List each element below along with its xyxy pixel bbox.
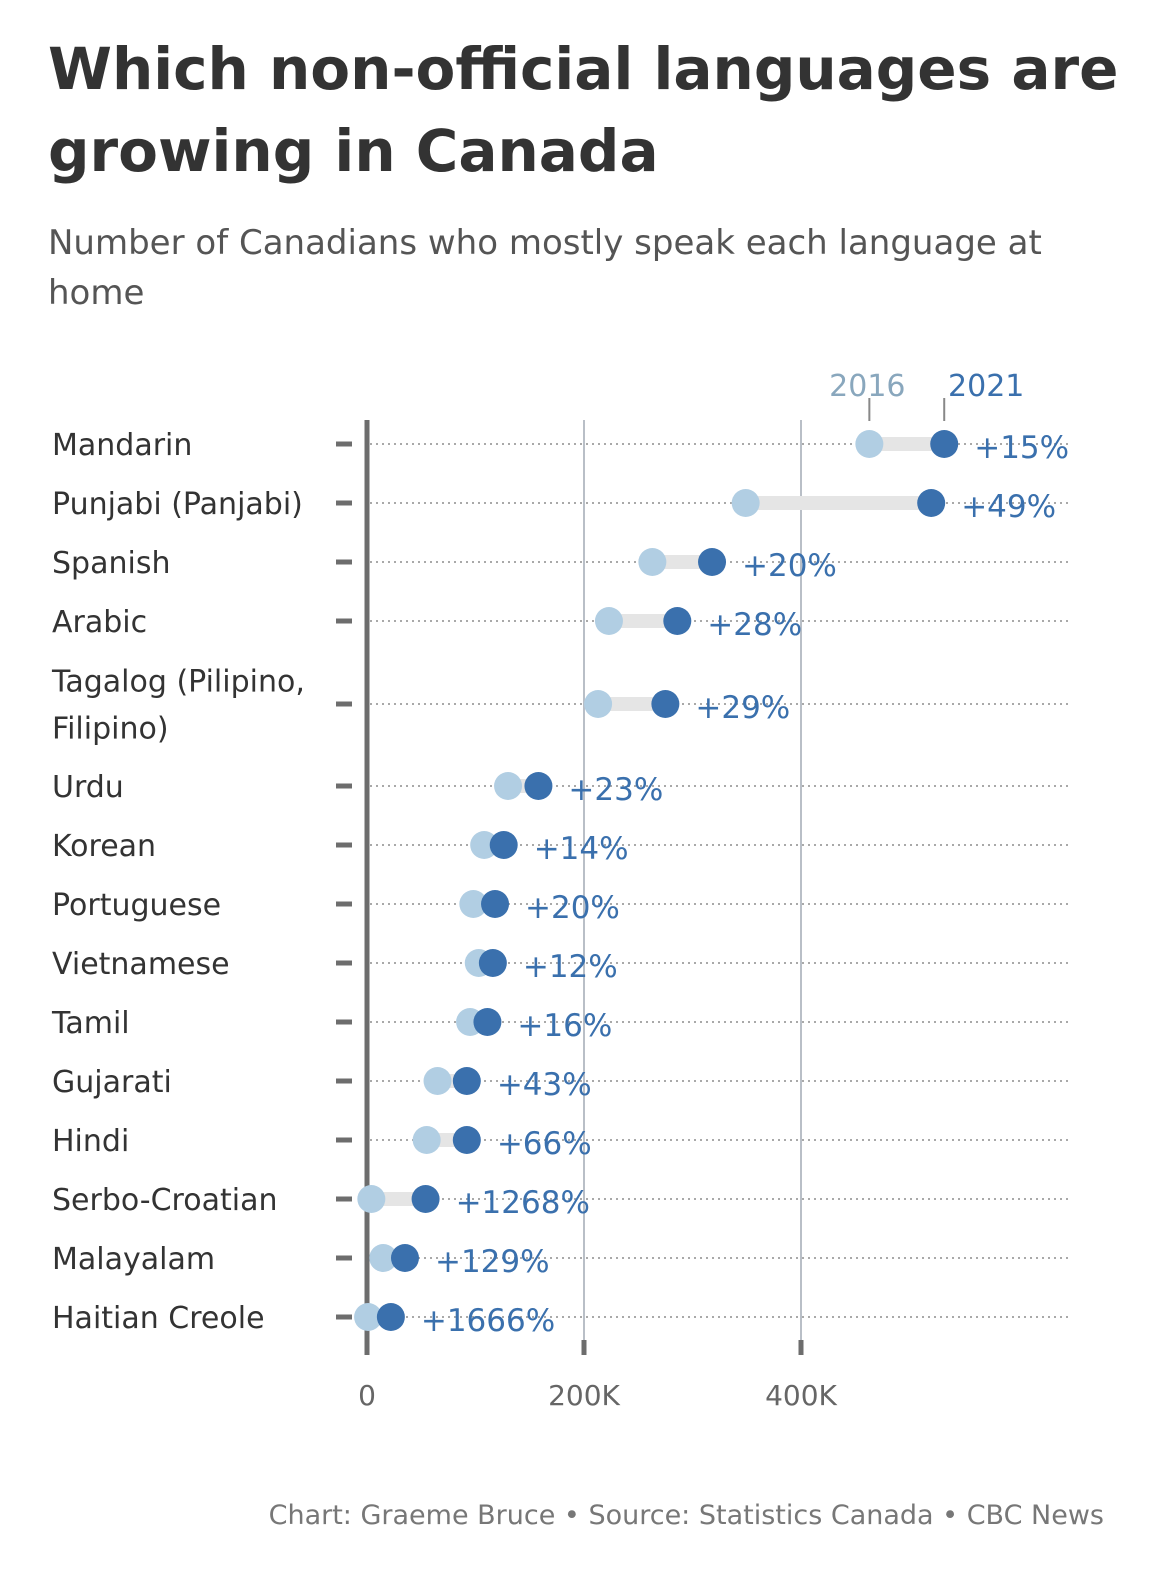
labels: 0 200K 400K Mandarin +15% Punjabi (Panjabi) +4… xyxy=(51,369,1069,1412)
legend-2016: 2016 xyxy=(829,369,905,404)
change-label-vietnamese: +12% xyxy=(523,949,618,985)
dot-2016-urdu xyxy=(494,772,523,800)
change-label-serbo-croatian: +1268% xyxy=(456,1185,590,1221)
dumbbell-marks xyxy=(354,430,959,1331)
dot-2021-mandarin xyxy=(930,430,959,458)
dot-2016-haitian-creole xyxy=(354,1303,383,1331)
category-label: Serbo-Croatian xyxy=(52,1183,277,1218)
change-label-portuguese: +20% xyxy=(525,890,620,926)
dot-2016-gujarati xyxy=(423,1067,452,1095)
row-guides xyxy=(336,441,1068,1320)
dot-2021-hindi xyxy=(452,1126,481,1154)
change-label-spanish: +20% xyxy=(742,548,837,584)
dot-2021-tagalog-pilipino-filipino xyxy=(651,690,680,718)
category-label: Vietnamese xyxy=(52,947,230,982)
category-label: Gujarati xyxy=(52,1065,172,1100)
category-label: Mandarin xyxy=(52,428,192,463)
category-label: Portuguese xyxy=(52,888,221,923)
x-tick-label: 0 xyxy=(358,1379,376,1412)
dot-2016-spanish xyxy=(638,548,667,576)
category-label: Tamil xyxy=(51,1006,130,1041)
category-label: Haitian Creole xyxy=(52,1301,265,1336)
dot-2016-malayalam xyxy=(369,1244,398,1272)
dot-2021-arabic xyxy=(663,607,692,635)
dot-2021-urdu xyxy=(524,772,553,800)
change-label-haitian-creole: +1666% xyxy=(421,1303,555,1339)
dot-2016-portuguese xyxy=(459,890,488,918)
dot-2016-punjabi-panjabi xyxy=(731,489,760,517)
dot-2016-korean xyxy=(470,831,499,859)
change-label-arabic: +28% xyxy=(707,607,802,643)
category-label: Hindi xyxy=(52,1124,129,1159)
category-label: Tagalog (Pilipino, xyxy=(51,665,305,700)
change-label-mandarin: +15% xyxy=(974,430,1069,466)
category-label: Malayalam xyxy=(52,1242,215,1277)
chart-subtitle: Number of Canadians who mostly speak eac… xyxy=(48,223,1042,313)
dot-2016-arabic xyxy=(594,607,623,635)
change-label-korean: +14% xyxy=(534,831,629,867)
dot-2021-serbo-croatian xyxy=(411,1185,440,1213)
dot-2021-punjabi-panjabi xyxy=(917,489,946,517)
dot-2016-mandarin xyxy=(855,430,884,458)
category-label: Punjabi (Panjabi) xyxy=(52,487,303,522)
chart-title: Which non-official languages are growing… xyxy=(48,35,1119,185)
dot-2021-korean xyxy=(489,831,518,859)
x-tick-label: 400K xyxy=(765,1379,837,1412)
change-label-tagalog-pilipino-filipino: +29% xyxy=(695,690,790,726)
category-label: Arabic xyxy=(52,605,147,640)
dot-2016-serbo-croatian xyxy=(357,1185,386,1213)
dot-2021-portuguese xyxy=(481,890,510,918)
dot-2021-malayalam xyxy=(390,1244,419,1272)
x-tick-label: 200K xyxy=(548,1379,620,1412)
dot-2021-haitian-creole xyxy=(376,1303,405,1331)
category-label: Spanish xyxy=(52,546,170,581)
dot-2016-tagalog-pilipino-filipino xyxy=(584,690,613,718)
change-label-hindi: +66% xyxy=(497,1126,592,1162)
dot-2021-gujarati xyxy=(452,1067,481,1095)
dot-2021-tamil xyxy=(473,1008,502,1036)
change-label-tamil: +16% xyxy=(517,1008,612,1044)
chart-credit: Chart: Graeme Bruce • Source: Statistics… xyxy=(268,1500,1104,1531)
change-label-malayalam: +129% xyxy=(435,1244,550,1280)
category-label: Urdu xyxy=(52,770,124,805)
dot-2021-spanish xyxy=(698,548,727,576)
change-label-urdu: +23% xyxy=(568,772,663,808)
change-label-punjabi-panjabi: +49% xyxy=(961,489,1056,525)
legend-2021: 2021 xyxy=(948,369,1024,404)
change-label-gujarati: +43% xyxy=(497,1067,592,1103)
dot-2021-vietnamese xyxy=(478,949,507,977)
category-label: Korean xyxy=(52,829,156,864)
dot-2016-hindi xyxy=(412,1126,441,1154)
category-label: Filipino) xyxy=(52,712,169,747)
